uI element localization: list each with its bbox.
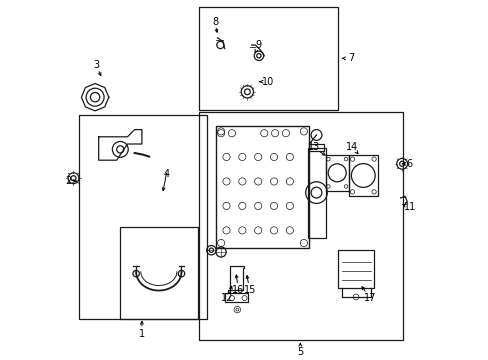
Text: 12: 12 — [221, 293, 233, 303]
Bar — [309, 144, 323, 151]
Bar — [199, 112, 402, 340]
Bar — [307, 148, 325, 238]
Text: 17: 17 — [363, 293, 375, 303]
Text: 16: 16 — [232, 285, 244, 295]
Bar — [215, 126, 309, 248]
Bar — [120, 227, 197, 319]
Bar — [325, 155, 348, 191]
Text: 8: 8 — [211, 17, 218, 27]
Text: 7: 7 — [347, 53, 354, 63]
Text: 10: 10 — [261, 77, 273, 87]
Bar — [199, 7, 337, 110]
Text: 3: 3 — [93, 60, 99, 70]
Text: 4: 4 — [163, 169, 170, 179]
Text: 2: 2 — [65, 176, 72, 186]
Text: 5: 5 — [297, 347, 303, 357]
Bar — [337, 250, 373, 288]
Bar — [224, 293, 247, 302]
Bar — [79, 115, 206, 319]
Bar — [348, 155, 377, 196]
Text: 9: 9 — [255, 40, 262, 50]
Text: 11: 11 — [403, 202, 415, 212]
Text: 13: 13 — [307, 142, 319, 152]
Text: 15: 15 — [244, 285, 256, 295]
Text: 1: 1 — [139, 329, 144, 339]
Text: 14: 14 — [346, 142, 358, 152]
Text: 6: 6 — [406, 159, 411, 169]
